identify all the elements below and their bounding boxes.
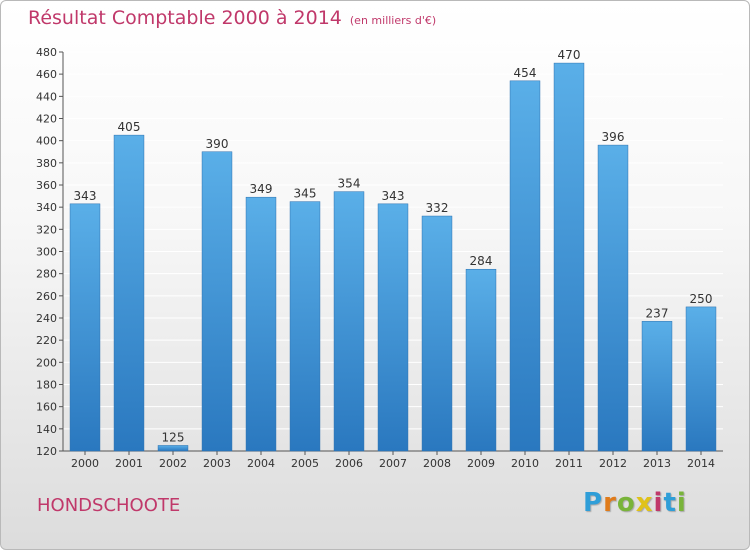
x-tick-label: 2001 [115, 457, 143, 470]
bar [245, 196, 277, 452]
bar-value-label: 237 [646, 306, 669, 320]
bar [641, 321, 673, 452]
x-tick-label: 2010 [511, 457, 539, 470]
y-tick-label: 180 [36, 379, 57, 392]
y-tick-label: 460 [36, 68, 57, 81]
bar [685, 306, 717, 452]
x-tick-label: 2008 [423, 457, 451, 470]
bar [289, 201, 321, 452]
y-tick-label: 300 [36, 246, 57, 259]
y-tick-label: 140 [36, 423, 57, 436]
bar-value-label: 125 [162, 430, 185, 444]
bar-value-label: 454 [514, 66, 537, 80]
bar [69, 203, 101, 452]
y-tick-label: 240 [36, 312, 57, 325]
y-tick-label: 420 [36, 113, 57, 126]
logo-letter: o [616, 488, 636, 518]
unit-label: (en milliers d'€) [349, 14, 437, 27]
logo-letter: x [635, 488, 654, 518]
proxiti-logo: Proxiti [583, 488, 687, 518]
bar [421, 215, 453, 452]
x-tick-label: 2013 [643, 457, 671, 470]
data-labels: 343 405 125 390 349 345 354 343 332 284 454 470 396 2… [74, 48, 713, 444]
title-text: Résultat Comptable 2000 à 2014 [28, 7, 342, 29]
x-tick-label: 2004 [247, 457, 275, 470]
bar [377, 203, 409, 452]
x-tick-label: 2011 [555, 457, 583, 470]
y-tick-label: 380 [36, 157, 57, 170]
bar [157, 445, 189, 452]
x-tick-label: 2000 [71, 457, 99, 470]
logo-letter: i [676, 488, 687, 518]
x-tick-label: 2012 [599, 457, 627, 470]
x-tick-label: 2005 [291, 457, 319, 470]
logo-letter: P [583, 488, 604, 518]
bar [509, 80, 541, 452]
bar [201, 151, 233, 452]
bar-value-label: 284 [470, 254, 493, 268]
y-tick-label: 440 [36, 90, 57, 103]
bar-value-label: 396 [602, 130, 625, 144]
bar-value-label: 470 [558, 48, 581, 62]
bar-value-label: 405 [118, 120, 141, 134]
x-tick-label: 2003 [203, 457, 231, 470]
bar-value-label: 345 [294, 187, 317, 201]
bar-value-label: 354 [338, 177, 361, 191]
y-tick-label: 200 [36, 356, 57, 369]
x-tick-label: 2006 [335, 457, 363, 470]
y-tick-label: 360 [36, 179, 57, 192]
x-tick-label: 2002 [159, 457, 187, 470]
bar [113, 134, 145, 452]
y-tick-label: 220 [36, 334, 57, 347]
y-tick-label: 120 [36, 445, 57, 458]
x-tick-label: 2007 [379, 457, 407, 470]
commune-name: HONDSCHOOTE [37, 495, 181, 516]
y-tick-label: 260 [36, 290, 57, 303]
bar-value-label: 349 [250, 182, 273, 196]
chart-title: Résultat Comptable 2000 à 2014 (en millie… [28, 7, 436, 29]
y-tick-label: 160 [36, 401, 57, 414]
bar-value-label: 250 [690, 292, 713, 306]
bar [553, 62, 585, 452]
bars [69, 62, 717, 452]
y-tick-label: 480 [36, 46, 57, 59]
logo-letter: t [663, 488, 677, 518]
bar-value-label: 390 [206, 137, 229, 151]
bar [465, 268, 497, 452]
bar [597, 144, 629, 452]
y-tick-label: 400 [36, 135, 57, 148]
bar-value-label: 343 [382, 189, 405, 203]
y-tick-label: 280 [36, 268, 57, 281]
logo-letter: i [653, 488, 664, 518]
x-tick-label: 2009 [467, 457, 495, 470]
bar [333, 191, 365, 452]
logo-letter: r [603, 488, 617, 518]
bar-value-label: 332 [426, 201, 449, 215]
bar-value-label: 343 [74, 189, 97, 203]
y-tick-label: 320 [36, 223, 57, 236]
y-tick-label: 340 [36, 201, 57, 214]
x-tick-label: 2014 [687, 457, 715, 470]
